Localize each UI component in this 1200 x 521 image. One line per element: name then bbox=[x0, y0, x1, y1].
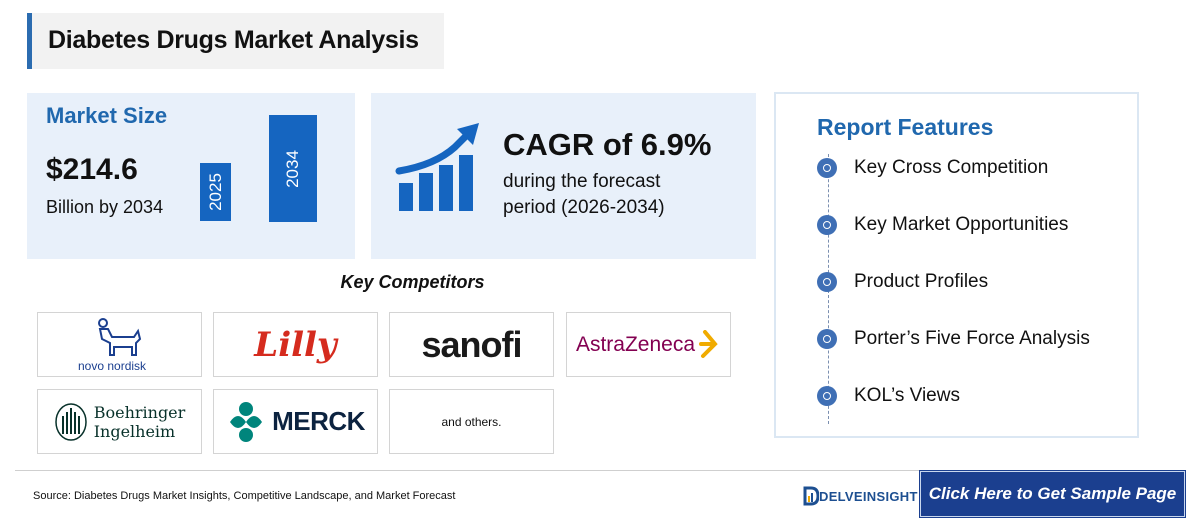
novo-nordisk-logo: novo nordisk bbox=[37, 312, 202, 377]
competitors-title: Key Competitors bbox=[340, 272, 485, 292]
astrazeneca-logo: AstraZeneca bbox=[566, 312, 731, 377]
bullet-icon bbox=[817, 386, 837, 406]
sample-page-label: Click Here to Get Sample Page bbox=[928, 484, 1177, 503]
growth-chart-icon bbox=[395, 123, 479, 211]
delveinsight-text: DELVEINSIGHT bbox=[819, 488, 918, 504]
astrazeneca-symbol-icon bbox=[699, 329, 718, 358]
source-text: Source: Diabetes Drugs Market Insights, … bbox=[33, 490, 456, 502]
report-features-title: Report Features bbox=[817, 114, 994, 140]
bar-2025: 2025 bbox=[200, 163, 231, 221]
feature-item: KOL’s Views bbox=[817, 385, 960, 407]
sanofi-logo: sanofi bbox=[389, 312, 554, 377]
feature-item: Porter’s Five Force Analysis bbox=[817, 328, 1090, 350]
market-size-card: Market Size $214.6 Billion by 2034 2025 … bbox=[27, 93, 355, 259]
feature-label: Product Profiles bbox=[854, 271, 989, 292]
lilly-text: Lilly bbox=[254, 324, 337, 365]
novo-bull-icon bbox=[98, 318, 142, 356]
cagr-line-2: period (2026-2034) bbox=[503, 197, 665, 218]
feature-label: Key Cross Competition bbox=[854, 157, 1049, 178]
boehringer-text: Boehringer Ingelheim bbox=[94, 403, 186, 441]
feature-item: Product Profiles bbox=[817, 271, 988, 293]
feature-item: Key Market Opportunities bbox=[817, 214, 1068, 236]
astrazeneca-text: AstraZeneca bbox=[575, 332, 696, 356]
merck-text: MERCK bbox=[272, 406, 365, 436]
bullet-icon bbox=[817, 329, 837, 349]
sanofi-text: sanofi bbox=[421, 323, 522, 365]
market-size-value: $214.6 bbox=[46, 153, 138, 186]
bar-2034: 2034 bbox=[269, 115, 317, 222]
feature-label: Key Market Opportunities bbox=[854, 214, 1069, 235]
bullet-icon bbox=[817, 272, 837, 292]
feature-label: KOL’s Views bbox=[854, 385, 960, 406]
page-title: Diabetes Drugs Market Analysis bbox=[48, 26, 419, 54]
merck-symbol-icon bbox=[230, 401, 263, 442]
cagr-card: CAGR of 6.9% during the forecast period … bbox=[371, 93, 756, 259]
market-size-subtitle: Billion by 2034 bbox=[46, 197, 164, 217]
merck-logo: MERCK bbox=[213, 389, 378, 454]
market-size-title: Market Size bbox=[46, 103, 168, 128]
others-box: and others. bbox=[389, 389, 554, 454]
feature-label: Porter’s Five Force Analysis bbox=[854, 328, 1090, 349]
delveinsight-logo[interactable]: DELVEINSIGHT bbox=[803, 486, 918, 506]
footer-divider bbox=[15, 470, 1185, 471]
boehringer-line-2: Ingelheim bbox=[93, 421, 176, 441]
lilly-logo: Lilly bbox=[213, 312, 378, 377]
report-features-panel: Report Features Key Cross Competition Ke… bbox=[774, 92, 1139, 438]
sample-page-button[interactable]: Click Here to Get Sample Page bbox=[919, 470, 1186, 518]
cagr-headline: CAGR of 6.9% bbox=[503, 127, 712, 162]
boehringer-line-1: Boehringer bbox=[93, 402, 186, 422]
bullet-icon bbox=[817, 158, 837, 178]
cagr-description: during the forecast period (2026-2034) bbox=[503, 169, 743, 221]
bar-label-2034: 2034 bbox=[283, 149, 302, 188]
others-text: and others. bbox=[441, 414, 502, 429]
boehringer-building-icon bbox=[54, 402, 87, 441]
cagr-line-1: during the forecast bbox=[503, 171, 661, 192]
boehringer-ingelheim-logo: Boehringer Ingelheim bbox=[37, 389, 202, 454]
bullet-icon bbox=[817, 215, 837, 235]
bar-label-2025: 2025 bbox=[205, 173, 225, 211]
delveinsight-d-icon bbox=[803, 486, 819, 506]
title-box: Diabetes Drugs Market Analysis bbox=[27, 13, 444, 69]
novo-nordisk-text: novo nordisk bbox=[78, 359, 147, 373]
feature-item: Key Cross Competition bbox=[817, 157, 1048, 179]
